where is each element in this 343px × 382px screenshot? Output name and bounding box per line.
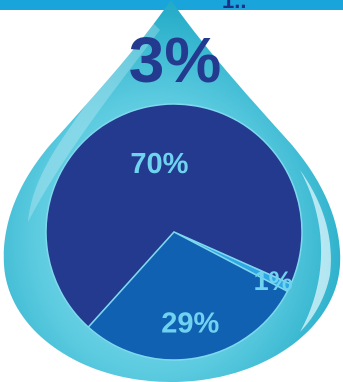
banner-text: 1.. — [222, 0, 247, 13]
water-drop-rim — [300, 170, 331, 332]
pie-label-1: 1% — [254, 266, 293, 296]
headline-percentage: 3% — [129, 24, 222, 96]
pie-slice-29 — [87, 231, 289, 361]
pie-slice-70 — [45, 103, 303, 329]
pie-chart — [45, 103, 303, 361]
pie-labels: 70% 1% 29% — [130, 148, 292, 340]
water-drop-highlight — [28, 20, 160, 222]
pie-label-29: 29% — [161, 308, 219, 340]
pie-label-70: 70% — [130, 148, 188, 180]
